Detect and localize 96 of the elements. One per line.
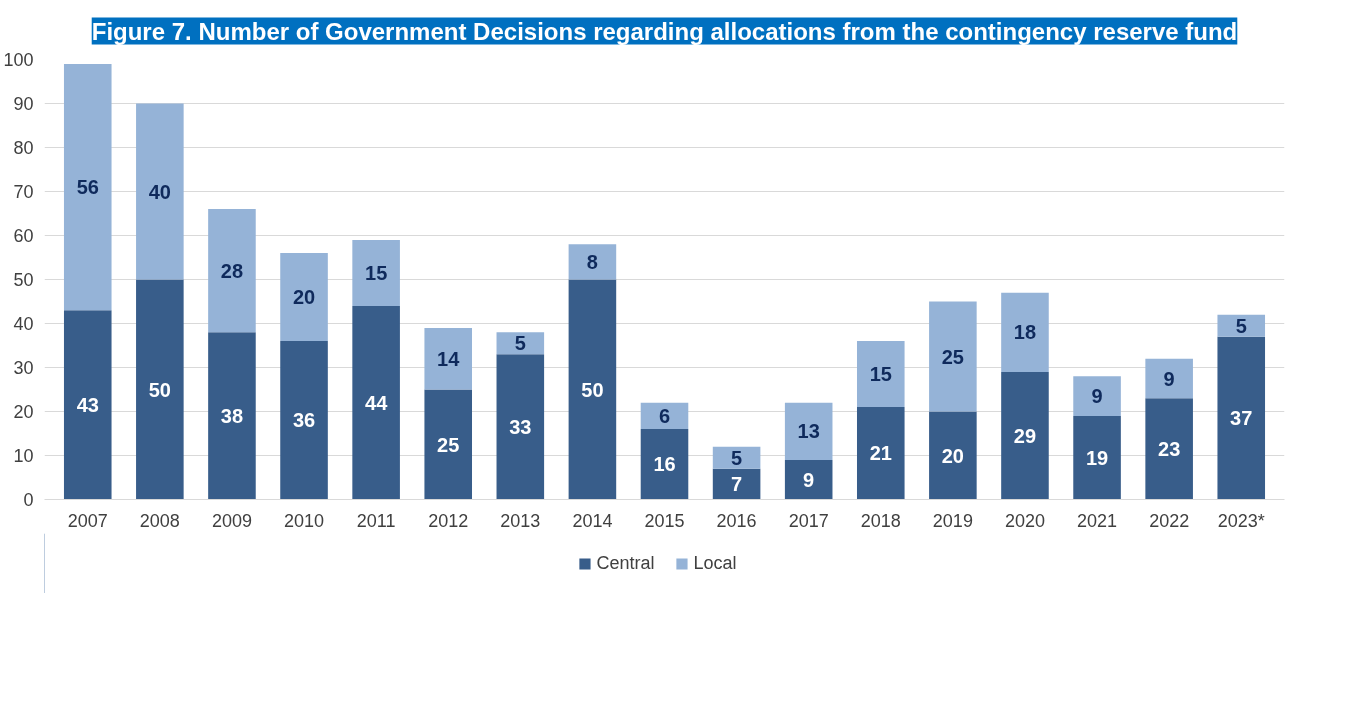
data-label: 9 [1091, 385, 1103, 408]
data-label: 9 [1163, 367, 1175, 390]
x-tick-label: 2015 [644, 510, 685, 531]
data-label: 18 [1013, 321, 1037, 344]
data-label: 29 [1013, 424, 1037, 447]
data-label: 40 [148, 180, 171, 203]
x-tick-label: 2009 [211, 510, 252, 531]
data-label: 44 [365, 391, 389, 414]
data-label: 20 [292, 286, 316, 309]
x-tick-label: 2014 [572, 510, 613, 531]
x-tick-label: 2023* [1217, 510, 1265, 531]
x-tick-label: 2020 [1004, 510, 1045, 531]
data-label: 20 [941, 444, 964, 467]
bar [1073, 376, 1121, 416]
bar [856, 341, 905, 408]
data-label: 23 [1158, 437, 1181, 460]
data-label: 33 [509, 415, 532, 438]
bar [1073, 415, 1121, 500]
bar [424, 327, 473, 390]
bar [784, 402, 833, 460]
bar [136, 279, 184, 500]
y-tick-label: 30 [13, 358, 34, 378]
bar [208, 332, 256, 500]
bar [856, 407, 905, 500]
data-label: 5 [514, 332, 526, 355]
bar [640, 429, 689, 500]
x-tick-label: 2017 [788, 510, 829, 531]
chart-title: Figure 7. Number of Government Decisions regarding allocations from the contingency reserve fund [91, 17, 1238, 45]
bar [1217, 314, 1266, 337]
bar [1217, 336, 1266, 500]
bar [929, 411, 977, 500]
y-tick-label: 0 [23, 490, 34, 510]
x-tick-label: 2022 [1149, 510, 1190, 531]
data-label: 5 [731, 446, 743, 469]
data-label: 25 [941, 345, 964, 368]
x-tick-label: 2021 [1077, 510, 1118, 531]
x-tick-label: 2018 [860, 510, 901, 531]
bar [1145, 358, 1193, 399]
bar [352, 305, 400, 500]
data-label: 21 [869, 442, 892, 465]
x-tick-label: 2010 [284, 510, 325, 531]
legend-label: Central [596, 552, 655, 574]
bar [496, 354, 545, 500]
x-tick-label: 2011 [356, 510, 396, 531]
bar [63, 63, 112, 311]
bar [712, 468, 761, 500]
data-label: 56 [76, 176, 99, 199]
data-label: 43 [76, 393, 99, 416]
bar [63, 310, 112, 500]
data-label: 19 [1085, 446, 1109, 469]
bar [136, 103, 184, 280]
bar [1001, 292, 1049, 372]
bar [1001, 371, 1049, 500]
legend-label: Local [693, 552, 737, 574]
data-label: 14 [437, 347, 461, 370]
y-tick-label: 20 [13, 402, 34, 422]
data-label: 8 [586, 250, 598, 273]
data-label: 13 [797, 420, 820, 443]
data-label: 16 [653, 453, 676, 476]
data-label: 5 [1235, 314, 1247, 337]
y-tick-label: 50 [13, 270, 34, 290]
data-label: 25 [437, 433, 460, 456]
data-label: 38 [220, 404, 244, 427]
data-label: 37 [1230, 407, 1253, 430]
data-label: 28 [220, 259, 244, 282]
bar [1145, 398, 1193, 500]
data-label: 9 [803, 468, 815, 491]
bar [424, 389, 473, 500]
y-tick-label: 90 [13, 94, 34, 114]
data-label: 50 [581, 378, 604, 401]
data-label: 7 [731, 473, 743, 496]
bar [280, 341, 328, 500]
x-tick-label: 2007 [67, 510, 108, 531]
data-label: 6 [658, 404, 671, 427]
bar [352, 239, 400, 306]
bar [568, 279, 617, 500]
x-tick-label: 2019 [932, 510, 973, 531]
data-label: 15 [869, 363, 892, 386]
data-label: 50 [148, 378, 171, 401]
y-tick-label: 70 [13, 182, 34, 202]
data-label: 15 [365, 261, 388, 284]
y-tick-label: 100 [3, 50, 34, 70]
y-tick-label: 60 [13, 226, 34, 246]
x-tick-label: 2016 [716, 510, 757, 531]
bar [784, 459, 833, 500]
x-tick-label: 2013 [500, 510, 541, 531]
bar [208, 209, 256, 333]
y-tick-label: 80 [13, 138, 34, 158]
y-tick-label: 40 [13, 314, 34, 334]
data-label: 36 [292, 409, 316, 432]
x-tick-label: 2012 [428, 510, 469, 531]
y-tick-label: 10 [13, 446, 34, 466]
x-tick-label: 2008 [139, 510, 180, 531]
bar [280, 253, 328, 342]
bar [568, 244, 617, 280]
bar [929, 301, 977, 412]
